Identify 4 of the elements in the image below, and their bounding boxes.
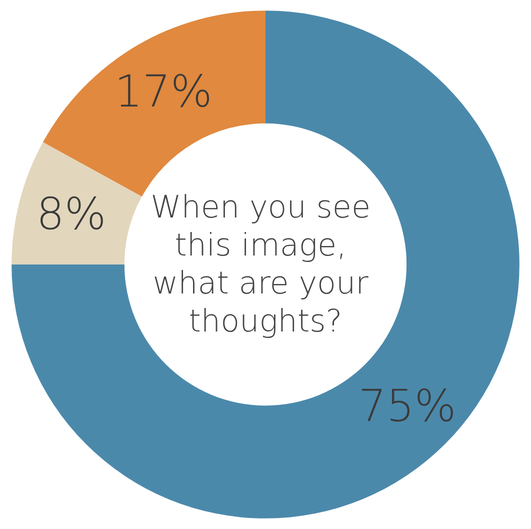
text: When you see this image, what are your thoughts?	[150, 190, 380, 340]
data-label: 8%	[36, 189, 106, 240]
data-label: 75%	[358, 380, 456, 432]
data-label: 17%	[114, 66, 212, 118]
